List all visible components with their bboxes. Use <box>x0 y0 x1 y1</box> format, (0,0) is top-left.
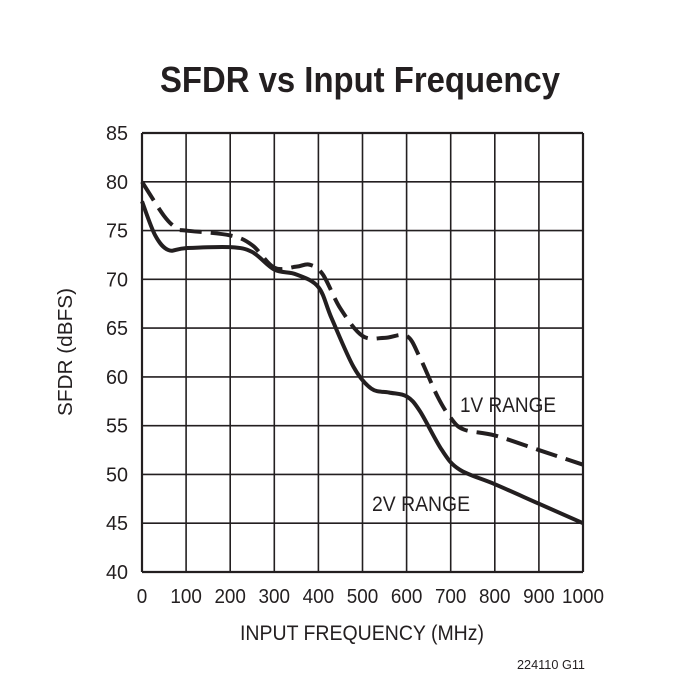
x-tick-label: 0 <box>137 586 148 608</box>
y-tick-label: 55 <box>106 416 128 438</box>
x-tick-label: 1000 <box>562 586 604 608</box>
x-tick-labels: 0 100 200 300 400 500 600 700 800 900 1000 <box>137 586 604 608</box>
y-tick-label: 80 <box>106 172 128 194</box>
chart-title: SFDR vs Input Frequency <box>160 59 560 100</box>
x-tick-label: 200 <box>214 586 246 608</box>
x-tick-label: 500 <box>347 586 379 608</box>
y-tick-label: 85 <box>106 123 128 145</box>
y-tick-label: 40 <box>106 562 128 584</box>
x-tick-label: 700 <box>435 586 467 608</box>
series-lines <box>140 180 584 526</box>
x-tick-label: 400 <box>303 586 335 608</box>
grid <box>140 131 585 574</box>
y-tick-label: 75 <box>106 221 128 243</box>
footnote: 224110 G11 <box>517 657 585 672</box>
series-label-1v: 1V RANGE <box>460 394 556 417</box>
y-tick-label: 50 <box>106 464 128 486</box>
x-axis-label: INPUT FREQUENCY (MHz) <box>240 622 484 645</box>
y-axis-label: SFDR (dBFS) <box>55 288 77 416</box>
series-line-1v-range <box>140 180 584 467</box>
x-tick-label: 900 <box>523 586 555 608</box>
x-tick-label: 800 <box>479 586 511 608</box>
y-tick-labels: 40 45 50 55 60 65 70 75 80 85 <box>106 123 128 584</box>
x-tick-label: 600 <box>391 586 423 608</box>
y-tick-label: 65 <box>106 318 128 340</box>
series-label-2v: 2V RANGE <box>372 493 470 516</box>
y-tick-label: 60 <box>106 367 128 389</box>
y-tick-label: 70 <box>106 269 128 291</box>
x-tick-label: 100 <box>170 586 202 608</box>
y-tick-label: 45 <box>106 513 128 535</box>
x-tick-label: 300 <box>259 586 291 608</box>
series-line-2v-range <box>140 200 584 526</box>
